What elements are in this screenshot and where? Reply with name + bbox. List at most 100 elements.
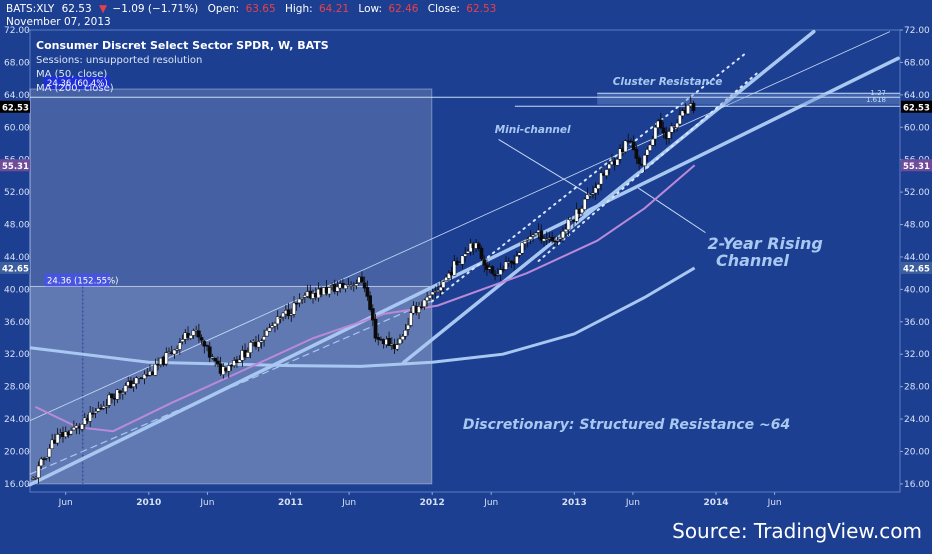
candle-up	[686, 104, 690, 115]
y-tick-label-left: 24.00	[4, 415, 30, 425]
candle-down	[207, 346, 212, 358]
candle-up	[403, 329, 408, 337]
candle-up	[645, 149, 650, 156]
channel-pointer	[638, 187, 706, 234]
candle-up	[72, 427, 76, 431]
candle-up	[104, 405, 109, 408]
y-tick-label-left: 52.00	[4, 188, 30, 198]
candle-down	[294, 302, 299, 305]
candle-up	[675, 122, 680, 128]
candle-up	[131, 383, 136, 387]
price-tag-right-label: 55.31	[903, 162, 930, 172]
candle-down	[373, 319, 378, 339]
candle-up	[498, 269, 503, 275]
price-tag-left	[0, 100, 30, 113]
candle-up	[178, 342, 182, 350]
change-arrow: ▼	[99, 3, 108, 15]
candle-up	[39, 458, 44, 467]
candle-up	[262, 336, 266, 341]
candle-up	[335, 286, 340, 292]
candle-up	[153, 363, 158, 376]
candle-up	[574, 208, 579, 222]
annotation-label: Cluster Resistance	[613, 76, 723, 88]
candle-up	[248, 342, 253, 353]
candle-up	[466, 251, 470, 254]
grid	[29, 29, 901, 493]
y-tick-label-left: 44.00	[4, 253, 30, 263]
candle-up	[417, 306, 421, 313]
y-tick-label-right: 32.00	[904, 350, 930, 360]
y-tick-label-left: 28.00	[4, 383, 30, 393]
candle-up	[566, 219, 571, 231]
candle-up	[251, 340, 256, 343]
candle-down	[419, 306, 424, 309]
candle-up	[650, 138, 655, 146]
candle-up	[514, 255, 519, 264]
candle-up	[210, 356, 215, 359]
x-tick-label: Jun	[341, 498, 356, 508]
candle-down	[490, 266, 495, 274]
candle-up	[55, 434, 60, 444]
price-tag-left-label: 55.31	[2, 162, 29, 172]
candle-down	[376, 337, 381, 340]
y-tick-label-right: 60.00	[904, 123, 930, 133]
x-tick-label: 2011	[278, 498, 303, 508]
ma50-line	[34, 164, 696, 433]
candle-up	[504, 261, 508, 270]
candle-up	[351, 285, 356, 287]
candle-up	[618, 148, 622, 160]
y-tick-label-right: 24.00	[904, 415, 930, 425]
candle-up	[669, 125, 674, 133]
candle-up	[398, 338, 402, 344]
legend-ma200: MA (200, close)	[36, 83, 114, 94]
legend-title: Consumer Discret Select Sector SPDR, W, …	[36, 39, 329, 52]
candle-up	[642, 154, 647, 167]
candle-up	[534, 232, 538, 236]
candle-up	[433, 291, 438, 293]
channel-upper-line	[402, 29, 816, 365]
candle-down	[118, 390, 122, 394]
candle-up	[69, 430, 74, 435]
candle-up	[400, 336, 405, 341]
candle-up	[604, 169, 609, 176]
candle-up	[245, 352, 250, 358]
candle-up	[275, 316, 280, 325]
close-label: Close:	[428, 3, 460, 15]
candle-up	[428, 295, 432, 299]
candle-down	[202, 341, 207, 347]
candle-up	[50, 439, 54, 449]
candle-down	[387, 338, 391, 346]
candle-up	[270, 325, 275, 328]
candle-up	[406, 324, 410, 330]
candle-up	[436, 290, 440, 292]
candle-up	[425, 296, 429, 301]
y-tick-label-right: 64.00	[904, 91, 930, 101]
annotation-label: 2-Year Rising	[707, 234, 822, 253]
price-tag-right	[901, 100, 932, 113]
candle-up	[292, 302, 296, 315]
y-tick-label-left: 72.00	[4, 26, 30, 36]
channel-lower-line	[28, 56, 900, 487]
candle-up	[36, 465, 41, 478]
candle-up	[343, 284, 348, 289]
candle-up	[591, 192, 595, 195]
candle-down	[110, 393, 114, 399]
candle-up	[563, 228, 568, 233]
candle-down	[216, 360, 220, 365]
candle-up	[47, 448, 52, 458]
price-tag-right	[901, 159, 932, 172]
annotation-label: Mini-channel	[495, 124, 571, 136]
candle-down	[631, 142, 636, 151]
price-tag-right-label: 42.65	[903, 264, 930, 274]
y-tick-label-right: 44.00	[904, 253, 930, 263]
high-label: High:	[285, 3, 313, 15]
y-tick-label-left: 68.00	[4, 58, 30, 68]
fib-label: 1.618	[866, 96, 886, 104]
candle-up	[408, 312, 413, 326]
candle-down	[91, 412, 95, 415]
annotations: Cluster Resistance Mini-channel 2-Year Ris…	[463, 76, 823, 433]
candle-down	[368, 295, 372, 310]
candle-up	[167, 351, 171, 353]
y-tick-label-right: 20.00	[904, 447, 930, 457]
